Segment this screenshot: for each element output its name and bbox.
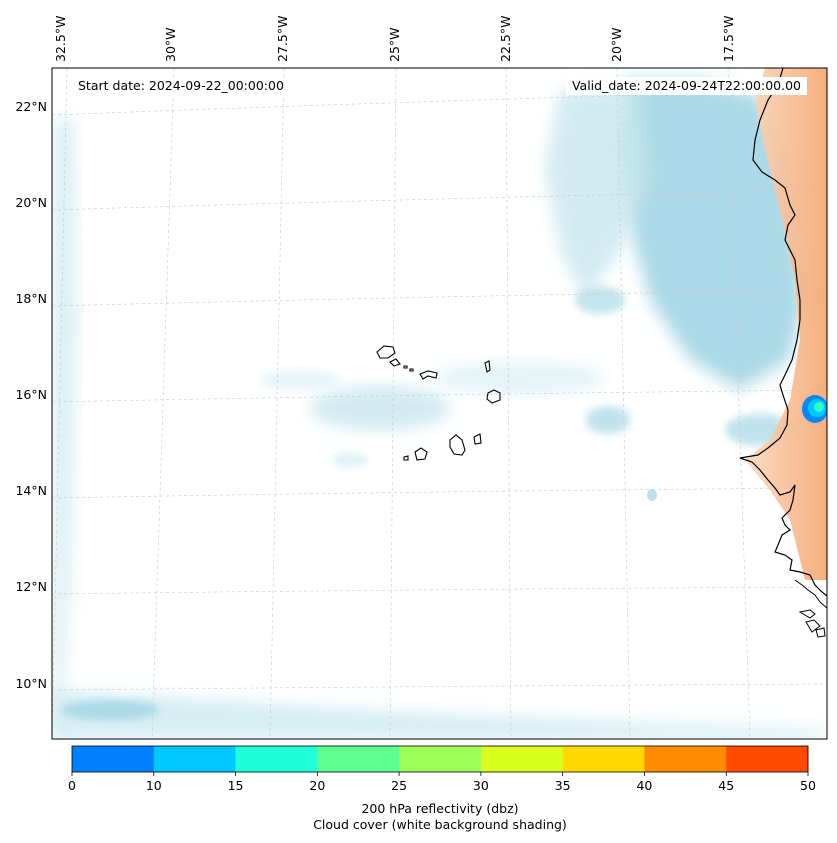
- colorbar-tick-label: 35: [554, 778, 571, 793]
- colorbar-tick-label: 20: [309, 778, 326, 793]
- lon-label: 20°W: [609, 27, 624, 62]
- start-date-label: Start date: 2024-09-22_00:00:00: [72, 77, 290, 95]
- lat-label: 12°N: [15, 579, 47, 594]
- colorbar-tick-label: 45: [718, 778, 735, 793]
- colorbar: [71, 745, 809, 776]
- lon-label: 22.5°W: [498, 16, 513, 62]
- coastline-guinea-bissau-islands: [794, 579, 827, 638]
- colorbar-tick-label: 25: [391, 778, 408, 793]
- graticule-gridlines: [52, 68, 827, 739]
- valid-date-label: Valid_date: 2024-09-24T22:00:00.00: [565, 77, 807, 95]
- lat-label: 22°N: [15, 99, 47, 114]
- colorbar-title-line2: Cloud cover (white background shading): [313, 817, 567, 832]
- coastline-west-africa: [739, 68, 827, 597]
- colorbar-segment: [562, 746, 645, 772]
- lat-label: 16°N: [15, 387, 47, 402]
- colorbar-title-line1: 200 hPa reflectivity (dbz): [361, 801, 519, 816]
- colorbar-segment: [726, 746, 809, 772]
- lat-label: 18°N: [15, 291, 47, 306]
- lat-label: 14°N: [15, 483, 47, 498]
- colorbar-tick-label: 15: [227, 778, 244, 793]
- colorbar-tick-label: 50: [800, 778, 816, 793]
- reflectivity-echo: [802, 395, 827, 423]
- colorbar-segment: [317, 746, 400, 772]
- lat-label: 20°N: [15, 195, 47, 210]
- colorbar-border: [71, 745, 809, 773]
- lon-label: 17.5°W: [721, 16, 736, 62]
- colorbar-title: 200 hPa reflectivity (dbz) Cloud cover (…: [313, 801, 567, 833]
- colorbar-tick-label: 10: [145, 778, 162, 793]
- lat-label: 10°N: [15, 676, 47, 691]
- land-reflectivity-shading: [745, 68, 827, 580]
- colorbar-tick-label: 0: [68, 778, 76, 793]
- lon-label: 30°W: [163, 27, 178, 62]
- latitude-labels: 22°N 20°N 18°N 16°N 14°N 12°N 10°N: [15, 99, 47, 691]
- lon-label: 32.5°W: [53, 16, 68, 62]
- cloud-cover-shading: [52, 80, 827, 739]
- colorbar-segment: [644, 746, 727, 772]
- lon-label: 25°W: [387, 27, 402, 62]
- colorbar-segment: [72, 746, 155, 772]
- longitude-labels: 32.5°W 30°W 27.5°W 25°W 22.5°W 20°W 17.5…: [53, 16, 736, 62]
- colorbar-segment: [480, 746, 564, 772]
- colorbar-segment: [399, 746, 482, 772]
- cape-verde-islands: [376, 345, 501, 461]
- colorbar-segment: [153, 746, 237, 772]
- colorbar-tick-label: 30: [472, 778, 489, 793]
- lon-label: 27.5°W: [275, 16, 290, 62]
- map-frame-border: [51, 67, 828, 740]
- colorbar-tick-label: 40: [636, 778, 653, 793]
- colorbar-segment: [235, 746, 318, 772]
